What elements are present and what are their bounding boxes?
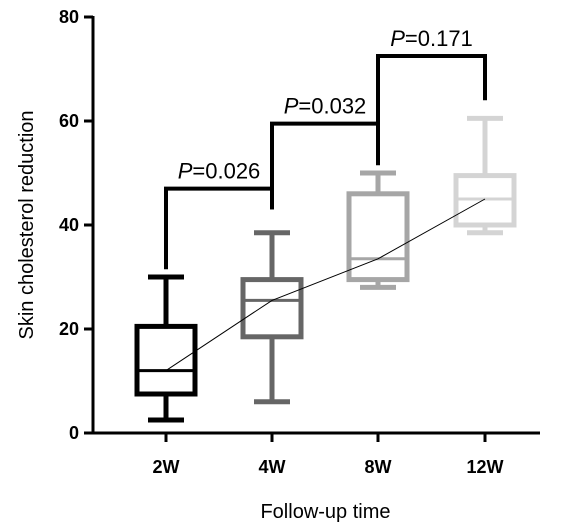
y-tick-label: 60 bbox=[59, 111, 79, 131]
p-value-label: P=0.171 bbox=[390, 26, 473, 51]
trend-line-layer bbox=[165, 198, 486, 372]
x-axis-title: Follow-up time bbox=[260, 501, 390, 523]
box-12w bbox=[453, 115, 517, 236]
x-tick-label: 12W bbox=[466, 457, 503, 477]
bracket-line bbox=[164, 186, 274, 270]
p-symbol: P bbox=[178, 159, 193, 184]
boxes bbox=[134, 115, 517, 423]
median-trend-line bbox=[165, 198, 486, 372]
x-tick-label: 2W bbox=[153, 457, 180, 477]
iqr-box bbox=[134, 323, 198, 397]
x-tick-label: 4W bbox=[259, 457, 286, 477]
box-8w bbox=[346, 170, 410, 290]
x-tick-label: 8W bbox=[365, 457, 392, 477]
y-axis-title: Skin cholesterol reduction bbox=[16, 110, 38, 339]
y-tick-label: 20 bbox=[59, 319, 79, 339]
comparison-4w-8w: P=0.032 bbox=[270, 94, 380, 210]
p-value: =0.026 bbox=[192, 159, 260, 184]
p-value-label: P=0.032 bbox=[284, 94, 367, 119]
p-symbol: P bbox=[284, 94, 299, 119]
comparison-2w-4w: P=0.026 bbox=[164, 159, 274, 270]
p-value-label: P=0.026 bbox=[178, 159, 261, 184]
axes: 0 20 40 60 80 2W 4W 8W 12W bbox=[59, 7, 540, 477]
y-tick-label: 80 bbox=[59, 7, 79, 27]
bracket-line bbox=[376, 54, 487, 124]
y-tick-label: 0 bbox=[69, 423, 79, 443]
p-value: =0.171 bbox=[405, 26, 473, 51]
p-value: =0.032 bbox=[298, 94, 366, 119]
iqr-box bbox=[346, 191, 410, 283]
iqr-box bbox=[240, 277, 304, 340]
box-2w bbox=[134, 274, 198, 423]
box-4w bbox=[240, 230, 304, 405]
y-tick-label: 40 bbox=[59, 215, 79, 235]
comparison-8w-12w: P=0.171 bbox=[376, 26, 487, 124]
bracket-line bbox=[270, 121, 380, 210]
p-symbol: P bbox=[390, 26, 405, 51]
